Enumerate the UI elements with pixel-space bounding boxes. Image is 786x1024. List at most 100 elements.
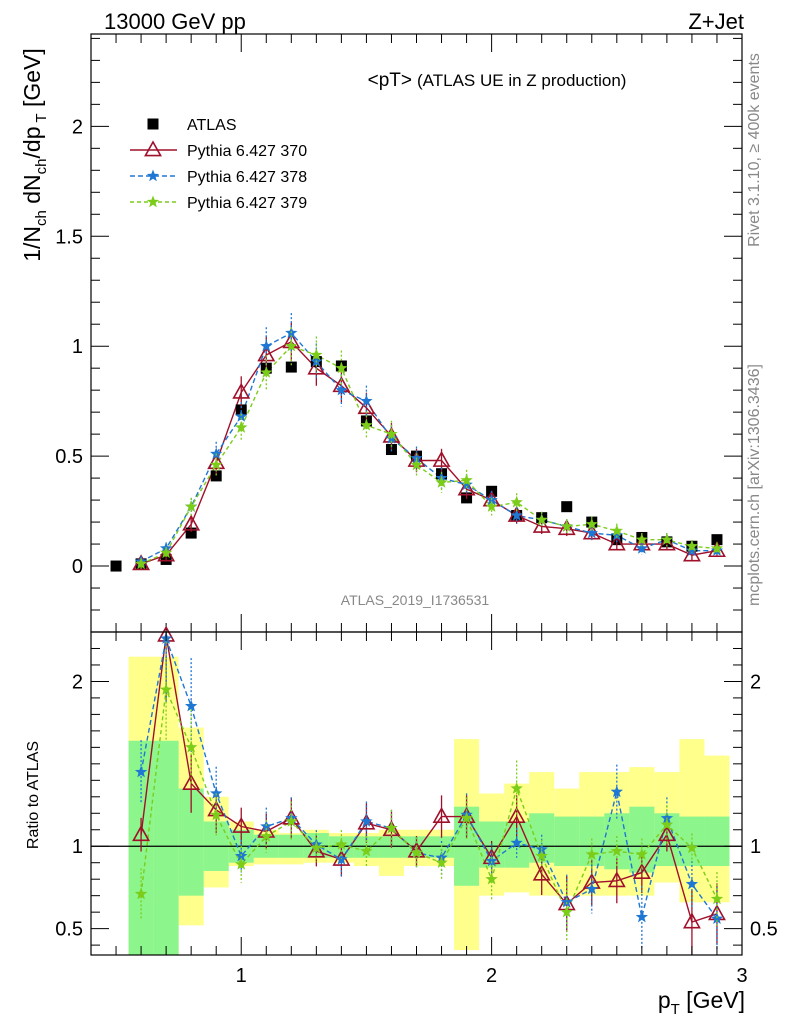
ratio-point-0 [407,841,426,858]
main-point-0 [285,361,297,373]
ratio-ytick-label: 2 [72,671,83,693]
main-ytick-label: 0 [72,556,83,578]
main-point-2 [510,509,523,521]
ratio-point-2 [585,848,598,860]
analysis-watermark: ATLAS_2019_I1736531 [341,592,490,608]
ratio-point-2 [210,808,223,821]
ratio-ytick-label: 0.5 [55,919,83,941]
main-point-3 [360,418,373,431]
ratio-point-0 [182,773,201,791]
y-axis-label-ratio: Ratio to ATLAS [25,741,42,849]
main-point-2 [210,447,223,460]
ratio-point-0 [682,912,701,929]
main-point-3 [335,361,348,374]
ratio-point-2 [635,848,648,860]
main-point-0 [110,560,122,572]
main-point-0 [561,501,573,513]
main-point-3 [159,546,173,559]
stat-band [554,816,580,867]
ratio-point-2 [435,856,448,868]
ratio-point-2 [685,841,699,854]
ratio-point-2 [485,872,498,885]
main-point-3 [685,539,699,552]
main-point-0 [210,470,222,482]
rivet-version-label: Rivet 3.1.10, ≥ 400k events [746,53,763,247]
ratio-line-1 [140,635,718,920]
ratio-point-1 [510,836,523,849]
ratio-point-0 [532,864,551,881]
y-axis-label-main: 1/Nch dNch/dp T [GeV] [19,48,50,262]
plot-title: <pT> [368,70,412,91]
main-point-1 [232,382,251,399]
main-point-2 [585,526,598,539]
main-point-2 [260,339,273,352]
main-point-1 [432,450,451,467]
main-point-2 [360,394,373,407]
ratio-point-1 [360,815,373,827]
ratio-point-2 [660,818,674,831]
main-point-1 [682,545,701,562]
ratio-ytick-label-right: 1 [750,836,761,858]
mcplots-label: mcplots.cern.ch [arXiv:1306.3436] [746,364,763,606]
main-point-3 [435,476,448,488]
ratio-point-2 [510,782,523,794]
ratio-point-2 [385,821,398,834]
ratio-point-2 [260,829,273,842]
main-point-3 [660,533,674,545]
ratio-point-0 [507,806,526,823]
legend-label-1: Pythia 6.427 370 [187,143,307,160]
ratio-point-1 [585,882,598,895]
main-point-3 [585,517,598,530]
ratio-xtick-label: 1 [236,965,247,987]
legend-marker-0 [147,118,159,130]
ratio-point-2 [535,849,548,862]
ratio-point-2 [610,844,623,857]
legend: ATLAS Pythia 6.427 370 Pythia 6.427 378 Pyt… [130,117,307,212]
legend-label-2: Pythia 6.427 378 [187,169,307,186]
main-point-1 [557,519,576,536]
main-point-3 [385,427,398,440]
legend-marker-3 [146,195,160,208]
ratio-point-0 [357,813,376,830]
main-series-lines [140,332,718,565]
main-point-1 [307,358,326,375]
ratio-point-2 [185,740,198,753]
ratio-point-2 [335,838,348,850]
ratio-point-2 [410,846,423,859]
main-point-1 [607,534,626,551]
main-point-3 [510,495,523,508]
ratio-line-2 [140,687,718,914]
main-point-3 [710,542,724,554]
main-point-3 [635,533,648,545]
main-point-3 [460,473,473,486]
stat-band [704,816,730,867]
ratio-point-1 [635,910,648,923]
main-point-2 [610,528,623,541]
main-point-3 [535,513,548,526]
ratio-point-2 [710,892,724,905]
ratio-ytick-label-right: 0.5 [750,919,778,941]
process-label: Z+Jet [688,9,744,34]
main-line-3 [140,345,718,565]
main-point-3 [285,339,298,352]
ratio-point-2 [134,887,148,900]
main-line-2 [140,332,717,563]
legend-marker-1 [144,140,162,157]
main-ytick-label: 1 [72,336,83,358]
ratio-point-1 [610,785,623,798]
ratio-xtick-label: 3 [736,965,747,987]
legend-label-0: ATLAS [187,117,237,134]
main-point-2 [235,410,248,422]
x-axis-label: pT [GeV] [658,987,745,1018]
main-point-1 [532,516,551,533]
main-point-0 [235,404,247,416]
ratio-point-2 [460,811,473,824]
main-point-2 [685,544,699,556]
main-point-3 [560,520,573,532]
ratio-point-1 [185,699,198,712]
main-series-markers [110,313,726,572]
ratio-point-0 [657,825,676,842]
main-point-3 [310,348,323,361]
ratio-axes: 0.5 0.5 1 1 2 2 1 2 3 [55,631,778,987]
